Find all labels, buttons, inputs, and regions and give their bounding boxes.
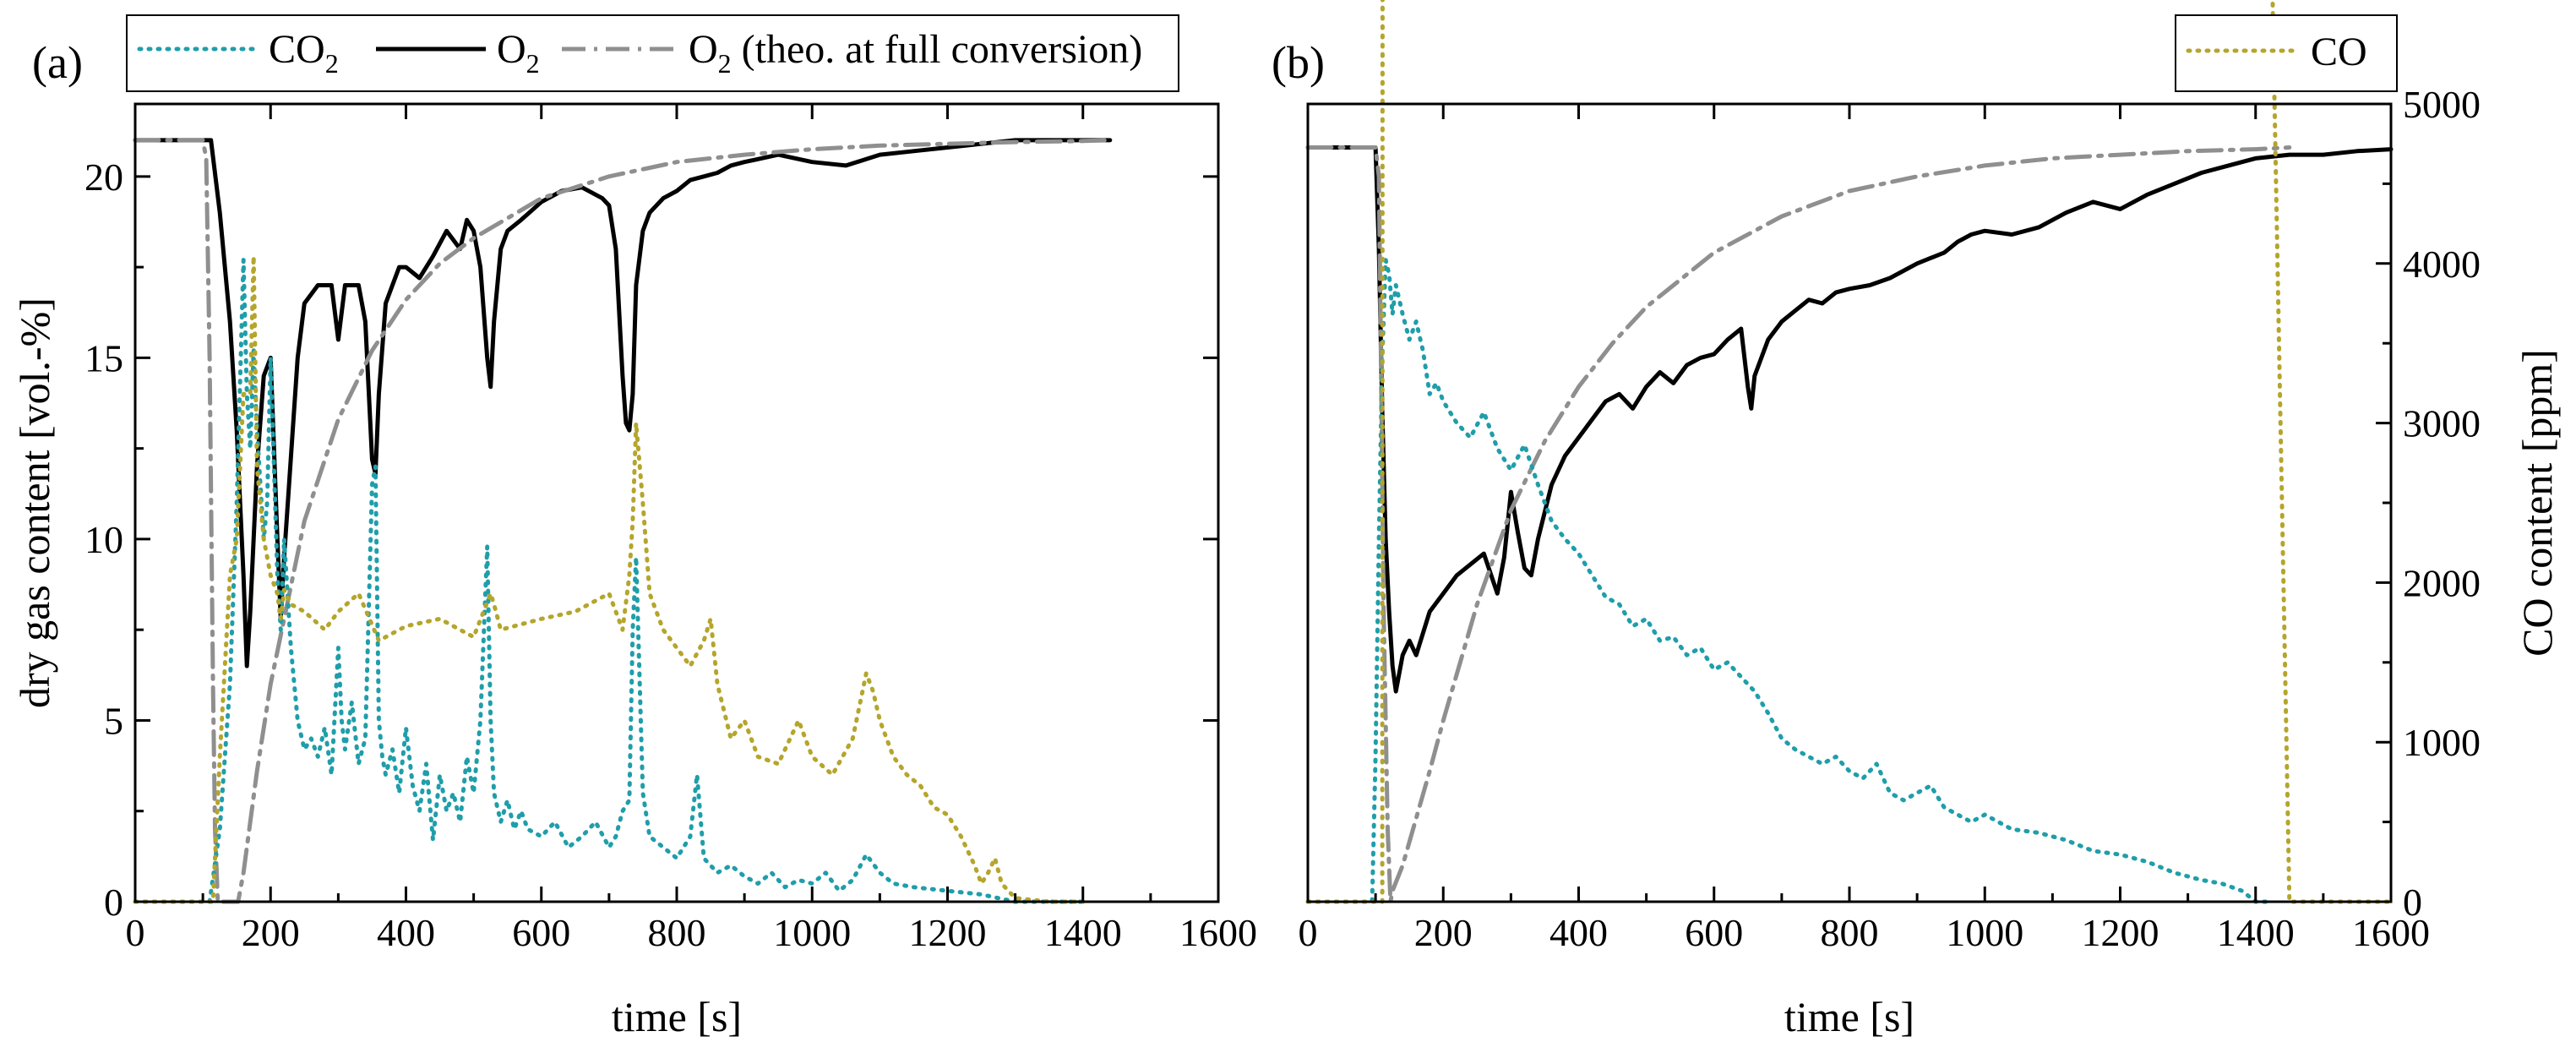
x-tick-label: 600 <box>512 911 570 954</box>
panel-a-label: (a) <box>32 37 83 88</box>
panel-a-series-o2 <box>133 138 1113 668</box>
panel-b-label: (b) <box>1272 37 1325 88</box>
panel-b-series-o2-theo-at-full-conversion <box>1305 145 2292 904</box>
legend-o2-label: O2 <box>497 27 540 79</box>
y2-tick-label: 3000 <box>2403 402 2481 445</box>
y-tick-label: 5 <box>104 699 123 742</box>
x-tick-label: 1400 <box>1044 911 1122 954</box>
panel-b-plot-area <box>1305 0 2394 904</box>
panel-b-series-co <box>1305 0 2394 904</box>
x-tick-label: 200 <box>242 911 300 954</box>
x-tick-label: 1400 <box>2217 911 2295 954</box>
y-tick-label: 10 <box>84 518 123 561</box>
panel-a-plot-area <box>133 138 1113 904</box>
y-tick-label: 15 <box>84 336 123 379</box>
x-tick-label: 1000 <box>773 911 851 954</box>
y2-tick-label: 0 <box>2403 881 2422 924</box>
x-tick-label: 400 <box>1549 911 1608 954</box>
panel-b: 0 200 400 600 800 1000 1200 1400 1600 0 1000 2000 3… <box>1272 0 2561 1040</box>
y2-tick-label: 2000 <box>2403 561 2481 604</box>
x-tick-label: 1600 <box>1179 911 1257 954</box>
x-tick-label: 800 <box>648 911 706 954</box>
panel-a-legend: CO2 O2 O2 (theo. at full conversion) <box>126 14 1179 92</box>
y2-tick-label: 1000 <box>2403 721 2481 764</box>
x-tick-label: 1200 <box>2082 911 2159 954</box>
panel-b-y2-axis-label: CO content [ppm] <box>2513 349 2561 657</box>
panel-b-x-axis-label: time [s] <box>1784 993 1914 1040</box>
y-tick-label: 20 <box>84 155 123 199</box>
x-tick-label: 1200 <box>909 911 987 954</box>
x-tick-label: 400 <box>377 911 435 954</box>
panel-a-y-ticks: 0 5 10 15 20 <box>84 155 1218 924</box>
panel-a-x-ticks: 0 200 400 600 800 1000 1200 1400 1600 <box>126 104 1257 954</box>
panel-b-y2-ticks: 0 1000 2000 3000 4000 5000 <box>2376 83 2481 924</box>
legend-co-label: CO <box>2311 30 2367 74</box>
panel-b-frame <box>1306 102 2393 903</box>
panel-a: 0 200 400 600 800 1000 1200 1400 1600 0 5 10 15 20 (… <box>11 14 1257 1040</box>
y2-tick-label: 4000 <box>2403 243 2481 286</box>
y-tick-label: 0 <box>104 881 123 924</box>
x-tick-label: 600 <box>1685 911 1743 954</box>
legend-o2-theo-label: O2 (theo. at full conversion) <box>689 27 1142 79</box>
x-tick-label: 0 <box>126 911 145 954</box>
panel-b-legend-box <box>2175 14 2398 92</box>
y2-tick-label: 5000 <box>2403 83 2481 126</box>
x-tick-label: 200 <box>1414 911 1473 954</box>
panel-a-x-axis-label: time [s] <box>612 993 742 1040</box>
x-tick-label: 1600 <box>2352 911 2430 954</box>
panel-a-series-co2 <box>133 258 1086 904</box>
x-tick-label: 1000 <box>1946 911 2023 954</box>
panel-b-series-co2 <box>1305 258 2272 904</box>
panel-a-series-o2-theo-at-full-conversion <box>133 138 1113 904</box>
panel-b-x-ticks: 0 200 400 600 800 1000 1200 1400 1600 <box>1299 104 2430 954</box>
panel-b-series-o2 <box>1305 145 2394 694</box>
panel-a-legend-box <box>126 14 1179 92</box>
panel-a-frame <box>133 102 1220 903</box>
x-tick-label: 0 <box>1299 911 1318 954</box>
panel-b-legend: CO <box>2175 14 2398 92</box>
panel-a-y-axis-label: dry gas content [vol.-%] <box>11 297 58 708</box>
legend-co2-label: CO2 <box>269 27 339 79</box>
panel-a-series-co-ppm-right-axis-of-b <box>133 254 1086 904</box>
x-tick-label: 800 <box>1821 911 1879 954</box>
